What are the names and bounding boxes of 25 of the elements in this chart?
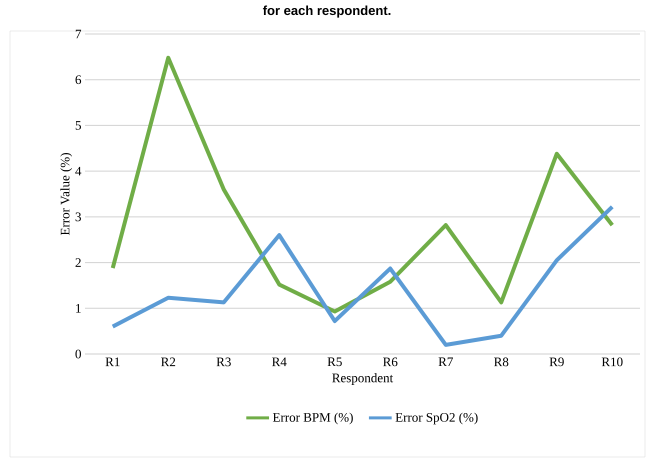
x-tick-label: R3: [216, 358, 231, 366]
x-tick-label: R8: [494, 358, 508, 366]
y-tick-label: 1: [76, 304, 81, 313]
y-tick-label: 6: [76, 75, 82, 84]
y-tick-label: 2: [76, 258, 81, 267]
x-tick-label: R9: [550, 358, 564, 366]
line-series: [110, 204, 614, 347]
y-axis-title: Error Value (%): [60, 153, 72, 236]
x-tick-label: R6: [383, 358, 398, 366]
x-axis-title: Respondent: [332, 373, 394, 385]
legend-label: Error SpO2 (%): [396, 412, 478, 424]
chart-title: for each respondent.: [262, 6, 390, 18]
y-tick-label: 4: [75, 166, 82, 176]
y-tick-label: 3: [76, 212, 81, 222]
legend-label: Error BPM (%): [272, 412, 353, 424]
x-tick-label: R7: [438, 358, 453, 366]
x-tick-label: R2: [161, 358, 176, 366]
x-tick-label: R1: [106, 358, 120, 366]
line-series: [110, 56, 614, 314]
y-tick-label: 7: [76, 30, 82, 38]
y-tick-label: 5: [76, 121, 81, 130]
x-tick-label: R10: [602, 358, 623, 366]
x-tick-label: R4: [272, 358, 287, 366]
x-tick-label: R5: [328, 358, 342, 366]
y-tick-label: 0: [75, 350, 81, 358]
